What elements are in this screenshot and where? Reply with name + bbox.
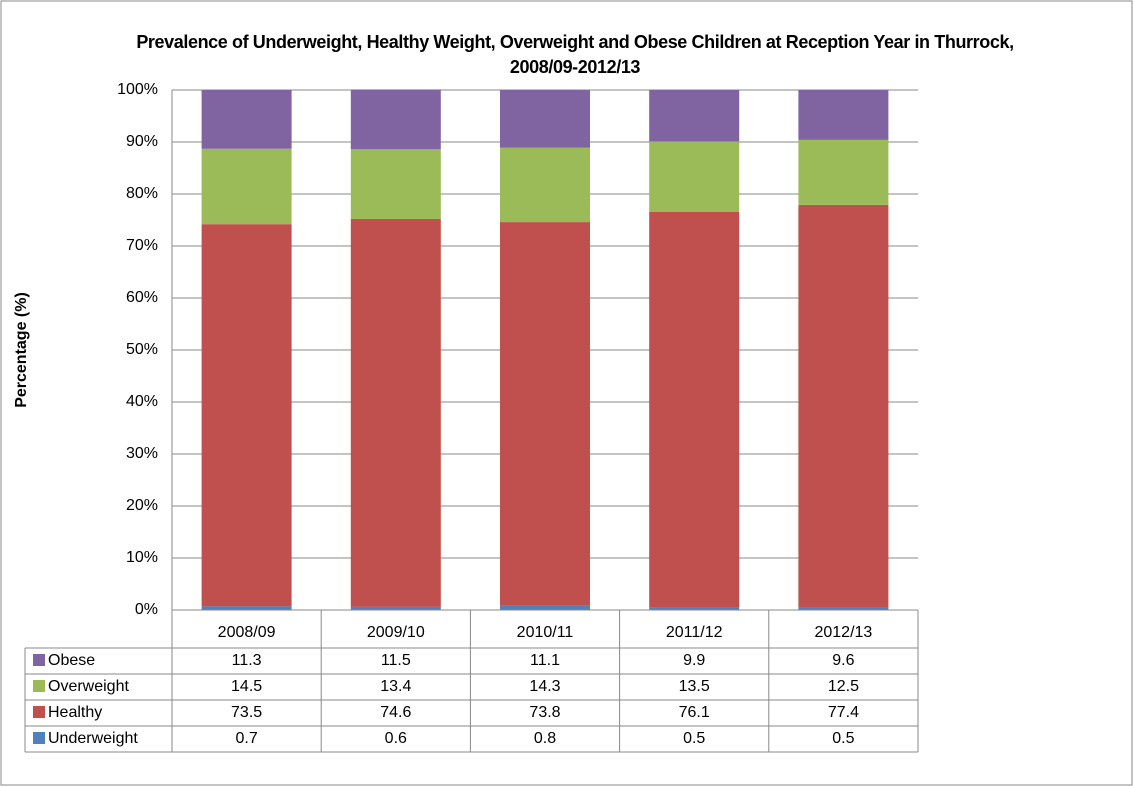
bar-segment bbox=[649, 90, 740, 142]
legend-label: Obese bbox=[48, 652, 95, 669]
bar-segment bbox=[500, 605, 590, 610]
table-value: 11.3 bbox=[232, 652, 262, 669]
table-value: 74.6 bbox=[380, 704, 411, 721]
x-tick-label: 2008/09 bbox=[218, 624, 276, 641]
y-tick-label: 100% bbox=[117, 81, 158, 98]
y-tick-label: 10% bbox=[126, 549, 158, 566]
table-value: 11.1 bbox=[530, 652, 560, 669]
table-value: 14.5 bbox=[231, 678, 262, 695]
bar-segment bbox=[649, 141, 740, 212]
table-value: 73.8 bbox=[529, 704, 560, 721]
bar-segment bbox=[649, 607, 740, 610]
x-tick-label: 2012/13 bbox=[814, 624, 872, 641]
table-value: 13.4 bbox=[380, 678, 411, 695]
legend-label: Healthy bbox=[48, 704, 102, 721]
bar-segment bbox=[798, 90, 889, 140]
bar-segment bbox=[350, 89, 441, 150]
table-value: 9.6 bbox=[832, 652, 854, 669]
table-value: 73.5 bbox=[231, 704, 262, 721]
y-tick-label: 20% bbox=[126, 497, 158, 514]
table-value: 0.5 bbox=[832, 730, 854, 747]
bar-segment bbox=[201, 90, 292, 149]
bar-segment bbox=[350, 218, 441, 607]
bar-segment bbox=[798, 204, 889, 608]
chart-title: Prevalence of Underweight, Healthy Weigh… bbox=[136, 32, 1014, 77]
legend-swatch bbox=[33, 732, 45, 744]
y-axis-label: Percentage (%) bbox=[13, 292, 30, 408]
y-tick-label: 30% bbox=[126, 445, 158, 462]
bar-segment bbox=[798, 607, 889, 610]
y-tick-label: 60% bbox=[126, 289, 158, 306]
legend-swatch bbox=[33, 680, 45, 692]
table-value: 9.9 bbox=[683, 652, 705, 669]
bar-segment bbox=[500, 222, 590, 606]
y-tick-label: 50% bbox=[126, 341, 158, 358]
table-value: 77.4 bbox=[828, 704, 859, 721]
table-value: 11.5 bbox=[381, 652, 411, 669]
bar-segment bbox=[201, 606, 292, 610]
bar-segment bbox=[350, 149, 441, 219]
y-tick-label: 70% bbox=[126, 237, 158, 254]
bar-segment bbox=[350, 606, 441, 610]
bar-segment bbox=[798, 139, 889, 205]
y-tick-label: 0% bbox=[135, 601, 158, 618]
bar-segment bbox=[500, 90, 590, 148]
table-value: 0.7 bbox=[235, 730, 257, 747]
y-tick-label: 90% bbox=[126, 133, 158, 150]
table-value: 12.5 bbox=[828, 678, 859, 695]
x-tick-label: 2010/11 bbox=[517, 624, 574, 641]
x-tick-label: 2009/10 bbox=[367, 624, 425, 641]
table-value: 0.8 bbox=[534, 730, 556, 747]
table-value: 0.5 bbox=[683, 730, 705, 747]
bar-segment bbox=[201, 148, 292, 225]
y-tick-label: 80% bbox=[126, 185, 158, 202]
legend-swatch bbox=[33, 706, 45, 718]
y-tick-label: 40% bbox=[126, 393, 158, 410]
legend-label: Underweight bbox=[48, 730, 138, 747]
table-value: 76.1 bbox=[679, 704, 710, 721]
table-value: 14.3 bbox=[529, 678, 560, 695]
bar-segment bbox=[201, 224, 292, 607]
table-value: 0.6 bbox=[385, 730, 407, 747]
bar-segment bbox=[649, 211, 740, 608]
legend-label: Overweight bbox=[48, 678, 129, 695]
table-value: 13.5 bbox=[679, 678, 710, 695]
legend-swatch bbox=[33, 654, 45, 666]
x-tick-label: 2011/12 bbox=[666, 624, 723, 641]
bar-segment bbox=[500, 147, 590, 223]
